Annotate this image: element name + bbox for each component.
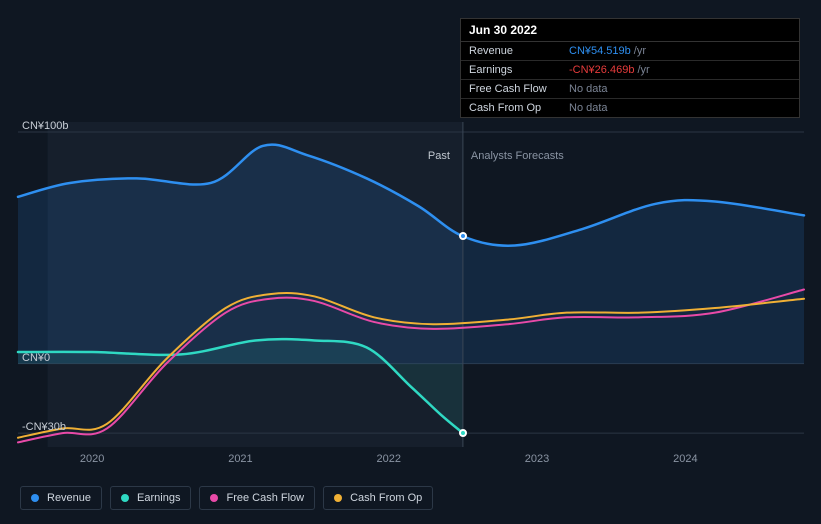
- legend-item-free-cash-flow[interactable]: Free Cash Flow: [199, 486, 315, 510]
- tooltip-row: RevenueCN¥54.519b/yr: [461, 42, 799, 61]
- legend-item-revenue[interactable]: Revenue: [20, 486, 102, 510]
- chart-tooltip: Jun 30 2022 RevenueCN¥54.519b/yrEarnings…: [460, 18, 800, 118]
- legend-item-label: Cash From Op: [350, 492, 422, 504]
- x-axis-label: 2022: [377, 453, 401, 465]
- financials-chart: CN¥100bCN¥0-CN¥30b 20202021202220232024 …: [0, 0, 821, 524]
- series-marker: [459, 232, 467, 240]
- legend-item-label: Free Cash Flow: [226, 492, 304, 504]
- legend-dot-icon: [334, 494, 342, 502]
- tooltip-row-value: No data: [569, 83, 608, 95]
- x-axis-label: 2020: [80, 453, 104, 465]
- tooltip-row-label: Cash From Op: [469, 102, 569, 114]
- tooltip-row: Earnings-CN¥26.469b/yr: [461, 61, 799, 80]
- legend-item-label: Revenue: [47, 492, 91, 504]
- tooltip-row: Free Cash FlowNo data: [461, 80, 799, 99]
- tooltip-row-label: Earnings: [469, 64, 569, 76]
- legend-item-earnings[interactable]: Earnings: [110, 486, 191, 510]
- legend-item-cash-from-op[interactable]: Cash From Op: [323, 486, 433, 510]
- series-marker: [459, 429, 467, 437]
- legend-dot-icon: [121, 494, 129, 502]
- forecasts-label: Analysts Forecasts: [471, 150, 564, 162]
- x-axis-label: 2021: [228, 453, 252, 465]
- tooltip-row-label: Revenue: [469, 45, 569, 57]
- tooltip-row-unit: /yr: [637, 64, 649, 76]
- tooltip-row: Cash From OpNo data: [461, 99, 799, 117]
- tooltip-row-value: No data: [569, 102, 608, 114]
- chart-legend: Revenue Earnings Free Cash Flow Cash From O…: [20, 486, 433, 510]
- tooltip-row-value: -CN¥26.469b: [569, 64, 634, 76]
- x-axis-label: 2024: [673, 453, 697, 465]
- y-axis-label: CN¥100b: [22, 120, 68, 132]
- tooltip-row-value: CN¥54.519b: [569, 45, 631, 57]
- legend-item-label: Earnings: [137, 492, 180, 504]
- legend-dot-icon: [31, 494, 39, 502]
- legend-dot-icon: [210, 494, 218, 502]
- past-label: Past: [428, 150, 450, 162]
- y-axis-label: CN¥0: [22, 352, 50, 364]
- tooltip-row-unit: /yr: [634, 45, 646, 57]
- y-axis-label: -CN¥30b: [22, 421, 66, 433]
- tooltip-date: Jun 30 2022: [461, 19, 799, 42]
- x-axis-label: 2023: [525, 453, 549, 465]
- tooltip-row-label: Free Cash Flow: [469, 83, 569, 95]
